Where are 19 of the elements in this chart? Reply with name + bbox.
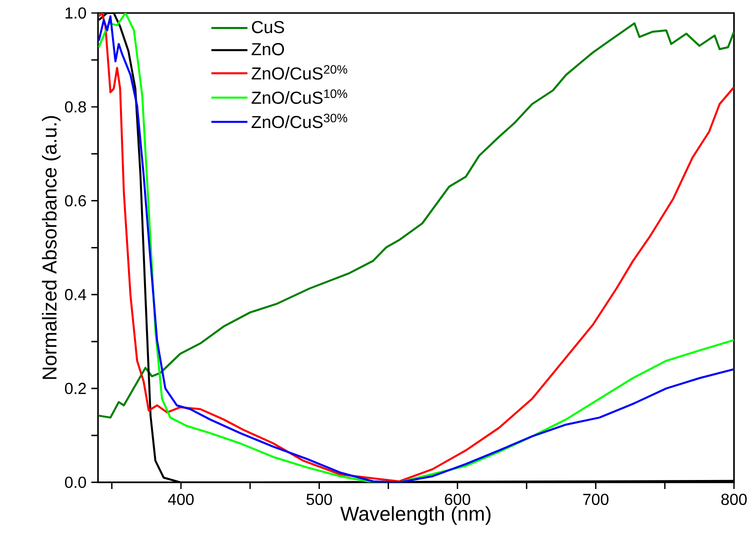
y-tick-label: 0.0: [65, 476, 86, 488]
y-axis-title: Normalized Absorbance (a.u.): [42, 116, 61, 379]
legend-label: ZnO: [252, 42, 284, 56]
y-tick-label: 0.2: [65, 382, 86, 394]
line-series: [98, 22, 734, 418]
x-tick-label: 400: [168, 494, 194, 505]
legend-label: ZnO/CuS$^{30%}$: [252, 114, 348, 128]
legend-label: ZnO/CuS$^{20%}$: [252, 65, 348, 80]
legend-label: ZnO/CuS$^{10%}$: [252, 89, 348, 104]
y-tick-label: 0.4: [65, 288, 86, 300]
y-tick-label: 0.8: [65, 101, 86, 112]
y-tick-label: 0.6: [65, 194, 86, 206]
x-tick-label: 600: [444, 494, 470, 505]
x-tick-label: 700: [583, 494, 608, 505]
x-tick-label: 800: [721, 494, 747, 505]
x-tick-label: 500: [306, 494, 332, 505]
y-tick-label: 1.0: [66, 7, 86, 18]
x-axis-title: Wavelength (nm): [340, 506, 490, 525]
legend-label: CuS: [252, 20, 284, 34]
